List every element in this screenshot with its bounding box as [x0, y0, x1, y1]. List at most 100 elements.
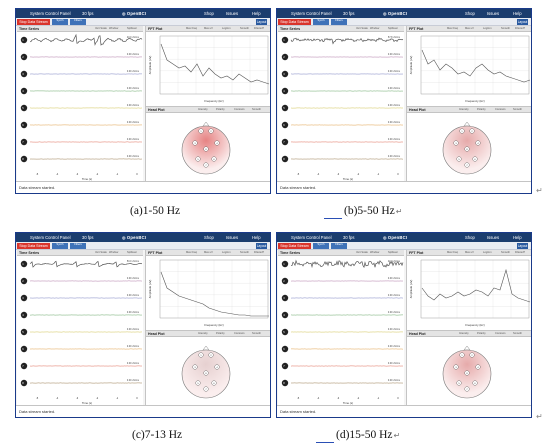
fft-control-4[interactable]: Smooth	[501, 251, 510, 254]
filters-button[interactable]: Filters	[331, 19, 347, 25]
spillover-dropdown[interactable]: Spillover	[388, 27, 398, 30]
channel-toggle-4[interactable]	[281, 311, 289, 319]
electrode-7[interactable]	[203, 386, 209, 392]
head-control-3[interactable]: Contours	[234, 108, 245, 111]
electrode-7[interactable]	[203, 162, 209, 168]
window-dropdown[interactable]: Window	[109, 27, 119, 30]
head-control-1[interactable]: Intensity	[198, 332, 208, 335]
channel-toggle-4[interactable]	[281, 87, 289, 95]
electrode-3[interactable]	[192, 364, 198, 370]
head-control-2[interactable]: Polarity	[477, 332, 486, 335]
menu-shop[interactable]: Shop	[204, 11, 214, 16]
electrode-5[interactable]	[195, 380, 201, 386]
fft-control-2[interactable]: Max uV	[204, 27, 213, 30]
menu-issues[interactable]: Issues	[487, 11, 500, 16]
channel-toggle-3[interactable]	[20, 70, 28, 78]
channel-toggle-3[interactable]	[281, 294, 289, 302]
channel-toggle-5[interactable]	[281, 104, 289, 112]
head-control-4[interactable]: Smooth	[252, 108, 261, 111]
channel-toggle-1[interactable]	[281, 260, 289, 268]
channel-toggle-2[interactable]	[20, 53, 28, 61]
menu-help[interactable]: Help	[252, 11, 261, 16]
electrode-1[interactable]	[459, 128, 465, 134]
electrode-4[interactable]	[214, 364, 220, 370]
electrode-5[interactable]	[456, 156, 462, 162]
head-control-3[interactable]: Contours	[495, 108, 506, 111]
channel-toggle-4[interactable]	[20, 87, 28, 95]
spillover-dropdown[interactable]: Spillover	[388, 251, 398, 254]
head-control-1[interactable]: Intensity	[459, 108, 469, 111]
head-control-3[interactable]: Contours	[495, 332, 506, 335]
electrode-4[interactable]	[475, 140, 481, 146]
electrode-6[interactable]	[211, 156, 217, 162]
fft-control-3[interactable]: Log/Lin	[483, 27, 492, 30]
head-control-4[interactable]: Smooth	[513, 332, 522, 335]
electrode-8[interactable]	[464, 370, 470, 376]
menu-issues[interactable]: Issues	[487, 235, 500, 240]
electrode-1[interactable]	[198, 352, 204, 358]
electrode-7[interactable]	[464, 386, 470, 392]
window-dropdown[interactable]: Window	[109, 251, 119, 254]
stop-data-stream-button[interactable]: Stop Data Stream	[278, 19, 311, 25]
fft-control-1[interactable]: Max Freq	[447, 27, 458, 30]
layout-button[interactable]: Layout	[256, 243, 267, 249]
channel-toggle-8[interactable]	[281, 379, 289, 387]
menu-shop[interactable]: Shop	[465, 235, 475, 240]
stop-data-stream-button[interactable]: Stop Data Stream	[17, 243, 50, 249]
synth-button[interactable]: Synth	[313, 19, 329, 25]
channel-toggle-2[interactable]	[281, 53, 289, 61]
head-control-4[interactable]: Smooth	[513, 108, 522, 111]
electrode-7[interactable]	[464, 162, 470, 168]
layout-button[interactable]: Layout	[517, 19, 528, 25]
head-control-1[interactable]: Intensity	[459, 332, 469, 335]
stop-data-stream-button[interactable]: Stop Data Stream	[278, 243, 311, 249]
channel-toggle-8[interactable]	[20, 155, 28, 163]
fft-control-4[interactable]: Smooth	[240, 251, 249, 254]
menu-help[interactable]: Help	[513, 11, 522, 16]
synth-button[interactable]: Synth	[52, 243, 68, 249]
channel-toggle-1[interactable]	[20, 260, 28, 268]
fft-control-5[interactable]: Filtered?	[515, 27, 526, 30]
channel-toggle-4[interactable]	[20, 311, 28, 319]
synth-button[interactable]: Synth	[52, 19, 68, 25]
channel-toggle-2[interactable]	[20, 277, 28, 285]
electrode-1[interactable]	[198, 128, 204, 134]
channel-toggle-8[interactable]	[281, 155, 289, 163]
fft-control-5[interactable]: Filtered?	[254, 27, 265, 30]
electrode-1[interactable]	[459, 352, 465, 358]
stop-data-stream-button[interactable]: Stop Data Stream	[17, 19, 50, 25]
channel-toggle-8[interactable]	[20, 379, 28, 387]
fft-control-1[interactable]: Max Freq	[447, 251, 458, 254]
channel-toggle-1[interactable]	[20, 36, 28, 44]
channel-toggle-6[interactable]	[281, 345, 289, 353]
electrode-3[interactable]	[453, 364, 459, 370]
fft-control-5[interactable]: Filtered?	[515, 251, 526, 254]
fft-control-4[interactable]: Smooth	[501, 27, 510, 30]
electrode-8[interactable]	[464, 146, 470, 152]
electrode-6[interactable]	[472, 380, 478, 386]
app-title[interactable]: System Control Panel	[291, 235, 332, 240]
vert-scale-dropdown[interactable]: Vert Scale	[95, 251, 107, 254]
electrode-8[interactable]	[203, 370, 209, 376]
channel-toggle-2[interactable]	[281, 277, 289, 285]
electrode-4[interactable]	[214, 140, 220, 146]
app-title[interactable]: System Control Panel	[30, 235, 71, 240]
filters-button[interactable]: Filters	[70, 243, 86, 249]
electrode-6[interactable]	[472, 156, 478, 162]
app-title[interactable]: System Control Panel	[30, 11, 71, 16]
fft-control-3[interactable]: Log/Lin	[222, 251, 231, 254]
electrode-8[interactable]	[203, 146, 209, 152]
layout-button[interactable]: Layout	[517, 243, 528, 249]
head-control-2[interactable]: Polarity	[216, 108, 225, 111]
electrode-2[interactable]	[469, 352, 475, 358]
electrode-4[interactable]	[475, 364, 481, 370]
channel-toggle-7[interactable]	[281, 138, 289, 146]
channel-toggle-6[interactable]	[20, 345, 28, 353]
head-control-2[interactable]: Polarity	[216, 332, 225, 335]
electrode-2[interactable]	[208, 352, 214, 358]
fft-control-2[interactable]: Max uV	[204, 251, 213, 254]
fps-readout[interactable]: 30 fps	[343, 235, 355, 240]
fft-control-5[interactable]: Filtered?	[254, 251, 265, 254]
electrode-2[interactable]	[208, 128, 214, 134]
window-dropdown[interactable]: Window	[370, 27, 380, 30]
